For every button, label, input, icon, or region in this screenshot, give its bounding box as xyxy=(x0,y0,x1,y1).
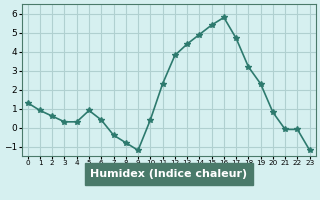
X-axis label: Humidex (Indice chaleur): Humidex (Indice chaleur) xyxy=(90,169,247,179)
